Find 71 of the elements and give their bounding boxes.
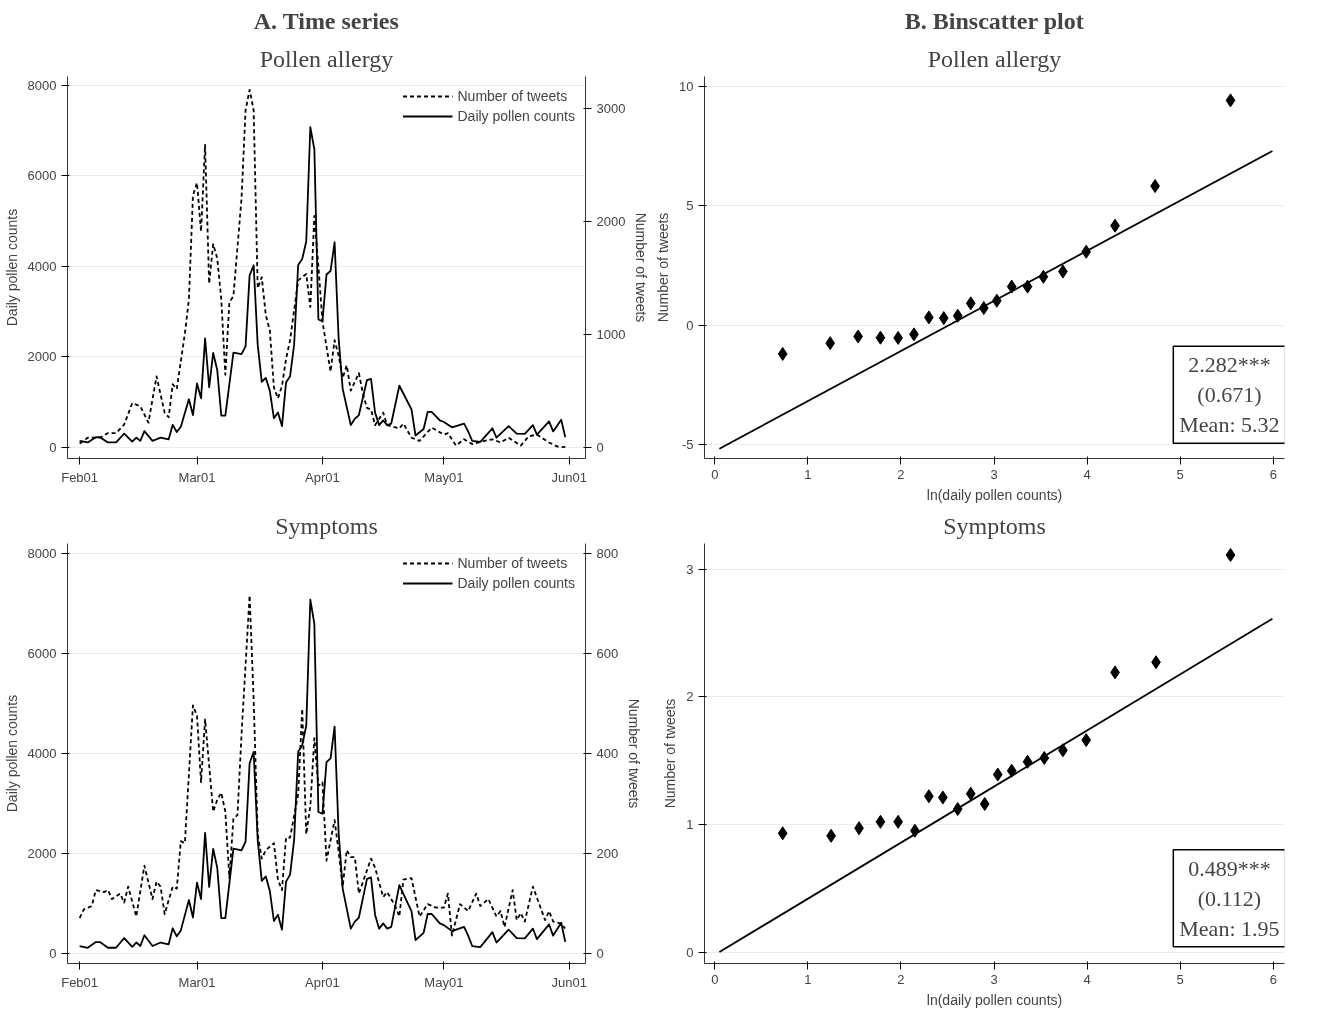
x-tick-label: 5	[1176, 466, 1184, 482]
x-tick-label: Apr01	[305, 974, 340, 990]
y-tick-label: 8000	[27, 78, 57, 94]
y-tick-label: 6000	[27, 168, 57, 184]
legend-label: Number of tweets	[457, 88, 568, 104]
x-tick-label: 3	[990, 466, 998, 482]
legend-label: Daily pollen counts	[457, 575, 575, 591]
y-tick-label: 0	[49, 945, 57, 961]
x-axis-title: ln(daily pollen counts)	[926, 991, 1063, 1008]
x-tick-label: 1	[804, 971, 812, 987]
y2-tick-label: 400	[596, 745, 619, 761]
y-tick-label: -5	[681, 437, 694, 453]
y2-tick-label: 2000	[596, 213, 626, 229]
y-tick-label: 5	[686, 198, 694, 214]
x-tick-label: 6	[1269, 971, 1277, 987]
y-tick-label: 0	[49, 439, 57, 455]
x-tick-label: May01	[424, 974, 464, 990]
y-tick-label: 0	[686, 944, 694, 960]
x-tick-label: 2	[897, 971, 905, 987]
x-tick-label: 1	[804, 466, 812, 482]
y-tick-label: 3	[686, 561, 694, 577]
y-tick-label: 4000	[27, 258, 57, 274]
chart-subtitle: Symptoms	[275, 512, 378, 539]
y-tick-label: 2000	[27, 349, 57, 365]
y-tick-label: 2	[686, 689, 694, 705]
x-tick-label: Feb01	[61, 469, 99, 485]
y2-tick-label: 0	[596, 945, 604, 961]
x-tick-label: 0	[711, 971, 719, 987]
x-tick-label: Feb01	[61, 974, 99, 990]
y-tick-label: 8000	[27, 545, 57, 561]
legend-label: Daily pollen counts	[457, 108, 575, 124]
x-tick-label: Jun01	[551, 469, 588, 485]
y2-tick-label: 1000	[596, 326, 626, 342]
x-tick-label: 5	[1176, 971, 1184, 987]
x-tick-label: 4	[1083, 466, 1091, 482]
chart-subtitle: Pollen allergy	[927, 45, 1062, 72]
legend-label: Number of tweets	[457, 555, 568, 571]
y-axis-title: Daily pollen counts	[3, 694, 20, 813]
chart-subtitle: Pollen allergy	[259, 45, 394, 72]
y-tick-label: 10	[679, 79, 694, 95]
x-tick-label: Apr01	[305, 469, 340, 485]
x-tick-label: Mar01	[178, 974, 216, 990]
x-tick-label: 2	[897, 466, 905, 482]
chart-subtitle: Symptoms	[943, 512, 1046, 539]
x-tick-label: 0	[711, 466, 719, 482]
x-tick-label: 4	[1083, 971, 1091, 987]
y2-tick-label: 600	[596, 645, 619, 661]
y2-tick-label: 200	[596, 845, 619, 861]
x-tick-label: 3	[990, 971, 998, 987]
annotation: 0.489*** (0.112) Mean: 1.95	[1179, 855, 1280, 941]
x-tick-label: 6	[1269, 466, 1277, 482]
x-axis-title: ln(daily pollen counts)	[926, 486, 1063, 503]
y-tick-label: 2000	[27, 845, 57, 861]
x-tick-label: May01	[424, 469, 464, 485]
y2-tick-label: 3000	[596, 100, 626, 116]
chart-title: B. Binscatter plot	[904, 7, 1084, 34]
y-tick-label: 0	[686, 317, 694, 333]
y-axis-title: Number of tweets	[655, 212, 672, 323]
x-tick-label: Jun01	[551, 974, 588, 990]
y-tick-label: 4000	[27, 745, 57, 761]
y2-tick-label: 0	[596, 439, 604, 455]
annotation: 2.282*** (0.671) Mean: 5.32	[1179, 352, 1280, 438]
y-axis-title: Daily pollen counts	[3, 208, 20, 327]
y2-tick-label: 800	[596, 545, 619, 561]
y2-axis-title: Number of tweets	[626, 698, 643, 809]
y-axis-title: Number of tweets	[662, 698, 679, 809]
chart-title: A. Time series	[253, 7, 399, 34]
x-tick-label: Mar01	[178, 469, 216, 485]
y-tick-label: 6000	[27, 645, 57, 661]
y-tick-label: 1	[686, 816, 694, 832]
y2-axis-title: Number of tweets	[633, 212, 650, 323]
